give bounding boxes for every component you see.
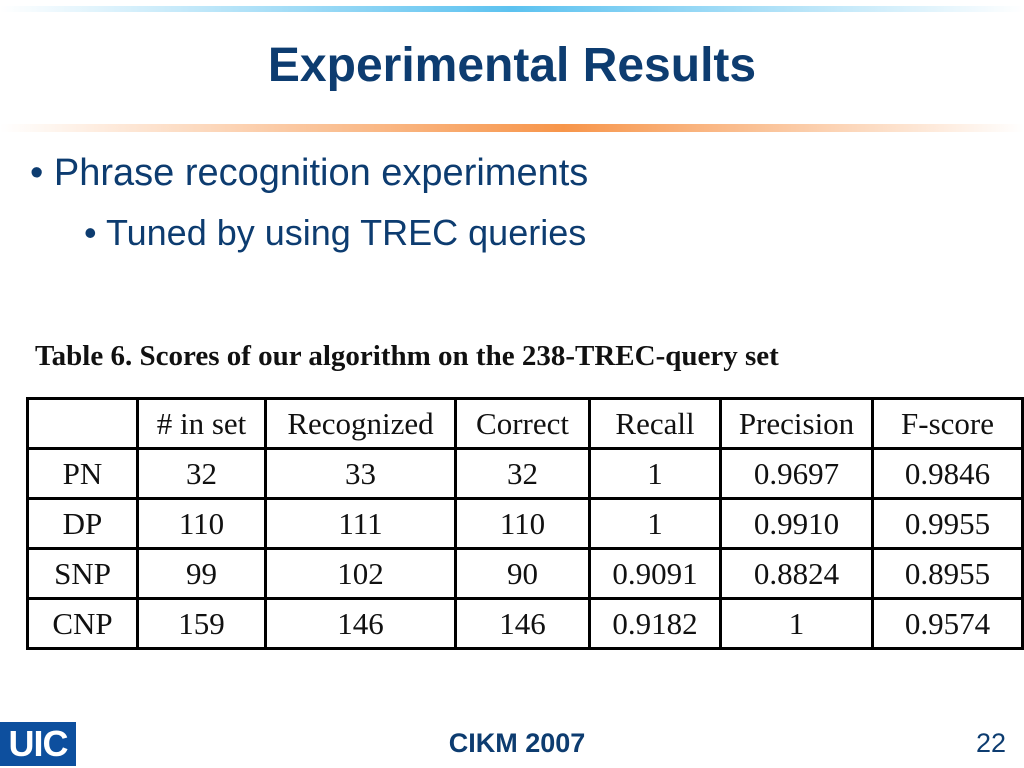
table-cell: 0.8824 bbox=[719, 547, 874, 600]
table-cell: 1 bbox=[588, 447, 722, 500]
table-cell: 0.8955 bbox=[871, 547, 1024, 600]
table-cell: F-score bbox=[871, 397, 1024, 450]
table-row: PN 32 33 32 1 0.9697 0.9846 bbox=[26, 447, 1024, 500]
table-cell: SNP bbox=[26, 547, 139, 600]
table-cell: Recognized bbox=[264, 397, 457, 450]
table-cell: # in set bbox=[136, 397, 267, 450]
table-cell: 33 bbox=[264, 447, 457, 500]
page-number: 22 bbox=[975, 728, 1006, 758]
table-row: SNP 99 102 90 0.9091 0.8824 0.8955 bbox=[26, 547, 1024, 600]
top-rule bbox=[0, 6, 1024, 12]
table-row: CNP 159 146 146 0.9182 1 0.9574 bbox=[26, 597, 1024, 650]
table-cell: Recall bbox=[588, 397, 722, 450]
table-cell: 146 bbox=[264, 597, 457, 650]
table-cell: 1 bbox=[588, 497, 722, 550]
title-rule bbox=[0, 124, 1024, 132]
table-cell: 110 bbox=[136, 497, 267, 550]
table-cell bbox=[26, 397, 139, 450]
table-cell: 0.9697 bbox=[719, 447, 874, 500]
table-cell: 99 bbox=[136, 547, 267, 600]
table-cell: 0.9955 bbox=[871, 497, 1024, 550]
results-table: # in set Recognized Correct Recall Precision… bbox=[26, 397, 1024, 650]
slide-title: Experimental Results bbox=[267, 39, 757, 92]
table-caption: Table 6. Scores of our algorithm on the … bbox=[35, 340, 779, 372]
bullet-text: Tuned by using TREC queries bbox=[105, 212, 587, 253]
table-cell: 110 bbox=[454, 497, 591, 550]
table-cell: 0.9910 bbox=[719, 497, 874, 550]
table-cell: 102 bbox=[264, 547, 457, 600]
table-cell: 146 bbox=[454, 597, 591, 650]
table-cell: DP bbox=[26, 497, 139, 550]
footer-conference: CIKM 2007 bbox=[448, 728, 586, 758]
table-cell: Precision bbox=[719, 397, 874, 450]
table-cell: 0.9182 bbox=[588, 597, 722, 650]
table-cell: Correct bbox=[454, 397, 591, 450]
table-cell: 32 bbox=[454, 447, 591, 500]
table-cell: 0.9574 bbox=[871, 597, 1024, 650]
table-row: DP 110 111 110 1 0.9910 0.9955 bbox=[26, 497, 1024, 550]
header-row: # in set Recognized Correct Recall Precision… bbox=[26, 397, 1024, 450]
sub-bullet: • Tuned by using TREC queries bbox=[84, 212, 587, 253]
table-cell: 159 bbox=[136, 597, 267, 650]
table-cell: 0.9846 bbox=[871, 447, 1024, 500]
bullet-text: Phrase recognition experiments bbox=[53, 152, 589, 194]
table-cell: PN bbox=[26, 447, 139, 500]
table-cell: 32 bbox=[136, 447, 267, 500]
table-cell: 0.9091 bbox=[588, 547, 722, 600]
table-cell: CNP bbox=[26, 597, 139, 650]
logo: UIC bbox=[0, 722, 76, 766]
table-cell: 1 bbox=[719, 597, 874, 650]
table-cell: 111 bbox=[264, 497, 457, 550]
table-cell: 90 bbox=[454, 547, 591, 600]
bullet: • Phrase recognition experiments bbox=[30, 152, 589, 194]
